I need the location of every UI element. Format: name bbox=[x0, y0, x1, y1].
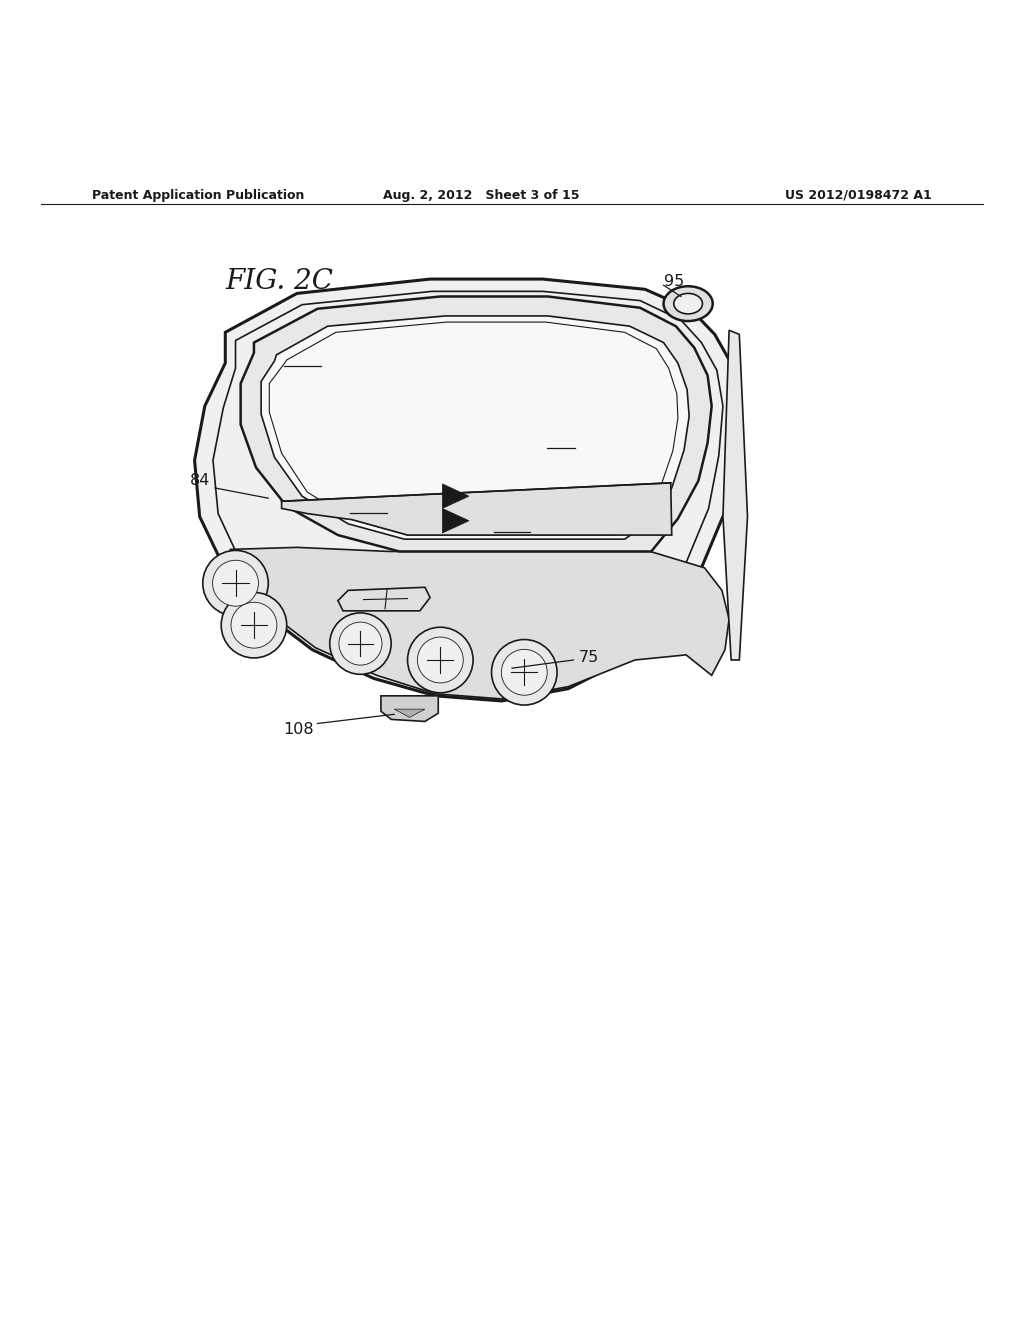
Polygon shape bbox=[381, 696, 438, 722]
Text: 84: 84 bbox=[189, 474, 210, 488]
Circle shape bbox=[502, 649, 547, 696]
Circle shape bbox=[213, 560, 258, 606]
Polygon shape bbox=[195, 279, 739, 701]
Circle shape bbox=[492, 639, 557, 705]
Polygon shape bbox=[442, 508, 469, 533]
Circle shape bbox=[339, 622, 382, 665]
Circle shape bbox=[408, 627, 473, 693]
Polygon shape bbox=[227, 548, 729, 698]
Ellipse shape bbox=[664, 286, 713, 321]
Text: 95: 95 bbox=[664, 273, 684, 289]
Text: Patent Application Publication: Patent Application Publication bbox=[92, 189, 304, 202]
Text: 105: 105 bbox=[546, 428, 577, 442]
Polygon shape bbox=[442, 484, 469, 508]
Polygon shape bbox=[261, 315, 689, 539]
Text: 106b: 106b bbox=[492, 511, 532, 527]
Polygon shape bbox=[241, 297, 712, 552]
Text: FIG. 2C: FIG. 2C bbox=[225, 268, 333, 294]
Circle shape bbox=[231, 602, 276, 648]
Circle shape bbox=[221, 593, 287, 657]
Circle shape bbox=[203, 550, 268, 616]
Polygon shape bbox=[338, 587, 430, 611]
Ellipse shape bbox=[674, 293, 702, 314]
Polygon shape bbox=[394, 709, 425, 717]
Circle shape bbox=[330, 612, 391, 675]
Text: Aug. 2, 2012   Sheet 3 of 15: Aug. 2, 2012 Sheet 3 of 15 bbox=[383, 189, 580, 202]
Circle shape bbox=[418, 638, 463, 682]
Text: 106a: 106a bbox=[348, 492, 389, 507]
Polygon shape bbox=[282, 483, 672, 535]
Text: 75: 75 bbox=[579, 651, 599, 665]
Text: US 2012/0198472 A1: US 2012/0198472 A1 bbox=[785, 189, 932, 202]
Polygon shape bbox=[723, 330, 748, 660]
Text: 108: 108 bbox=[284, 722, 314, 737]
Text: 100c: 100c bbox=[283, 346, 322, 360]
